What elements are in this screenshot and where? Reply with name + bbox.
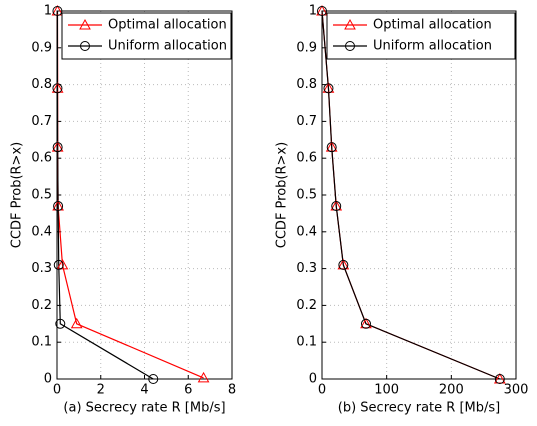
marker bbox=[52, 142, 63, 153]
y-tick-label: 1 bbox=[44, 4, 52, 19]
y-tick-label: 0.8 bbox=[31, 77, 52, 92]
legend-label: Optimal allocation bbox=[108, 18, 227, 33]
marker bbox=[56, 258, 69, 270]
marker bbox=[52, 83, 63, 94]
chart: 0 0.1 0.2 0.3 0.4 0.5 0.6 0.7 0.8 0.9 1 0 2 4 6 8(a) Se… bbox=[10, 4, 237, 416]
legend-box bbox=[61, 12, 232, 60]
y-tick-label: 0.9 bbox=[296, 40, 317, 55]
legend-label: Uniform allocation bbox=[108, 39, 227, 54]
legend-label: Optimal allocation bbox=[373, 18, 492, 33]
y-tick-label: 0.5 bbox=[31, 188, 52, 203]
x-tick-label: 8 bbox=[228, 383, 236, 398]
y-tick-label: 0.1 bbox=[31, 335, 52, 350]
y-tick-label: 0.5 bbox=[296, 188, 317, 203]
legend-marker bbox=[345, 41, 355, 51]
line bbox=[56, 11, 154, 380]
y-tick-label: 0.3 bbox=[31, 261, 52, 276]
marker bbox=[317, 6, 327, 16]
line bbox=[321, 10, 501, 380]
marker bbox=[494, 374, 505, 384]
y-tick-label: 0.6 bbox=[296, 151, 317, 166]
y-tick-label: 0 bbox=[44, 372, 52, 387]
y-tick-label: 0.4 bbox=[31, 224, 52, 239]
marker bbox=[148, 374, 159, 384]
plot-frame bbox=[56, 10, 233, 380]
y-tick-label: 0.8 bbox=[296, 77, 317, 92]
legend-marker bbox=[79, 18, 91, 30]
marker bbox=[52, 6, 63, 16]
y-tick-label: 0.7 bbox=[31, 114, 52, 129]
legend: Optimal allocation Uniform allocation bbox=[61, 12, 232, 60]
x-tick-label: 6 bbox=[184, 383, 192, 398]
marker bbox=[53, 259, 64, 270]
legend-box bbox=[326, 12, 516, 60]
marker bbox=[323, 83, 334, 94]
y-tick-label: 0.6 bbox=[31, 151, 52, 166]
marker bbox=[360, 318, 371, 329]
marker bbox=[331, 201, 342, 212]
legend-marker bbox=[80, 41, 90, 51]
y-tick-label: 0 bbox=[309, 372, 317, 387]
y-tick-label: 0.4 bbox=[296, 224, 317, 239]
x-axis-label: (a) Secrecy rate R [Mb/s] bbox=[63, 401, 225, 416]
marker bbox=[338, 259, 349, 270]
x-tick-label: 4 bbox=[140, 383, 148, 398]
y-axis-label: CCDF Prob(R>x) bbox=[10, 142, 25, 248]
x-tick-label: 200 bbox=[439, 383, 464, 398]
y-tick-label: 0.1 bbox=[296, 335, 317, 350]
legend-marker bbox=[344, 18, 356, 30]
marker bbox=[326, 142, 337, 153]
x-tick-label: 0 bbox=[318, 383, 326, 398]
x-axis-label: (b) Secrecy rate R [Mb/s] bbox=[338, 401, 500, 416]
y-tick-label: 1 bbox=[309, 4, 317, 19]
marker bbox=[70, 317, 83, 329]
x-tick-label: 2 bbox=[97, 383, 105, 398]
y-tick-label: 0.9 bbox=[31, 40, 52, 55]
marker bbox=[53, 201, 64, 212]
y-axis-label: CCDF Prob(R>x) bbox=[275, 142, 290, 248]
y-tick-label: 0.3 bbox=[296, 261, 317, 276]
y-tick-label: 0.2 bbox=[296, 298, 317, 313]
y-tick-label: 0.7 bbox=[296, 114, 317, 129]
legend-label: Uniform allocation bbox=[373, 39, 492, 54]
x-tick-label: 0 bbox=[53, 383, 61, 398]
marker bbox=[55, 318, 66, 329]
chart: 0 0.1 0.2 0.3 0.4 0.5 0.6 0.7 0.8 0.9 1 0 100 200 300 (… bbox=[275, 4, 529, 416]
legend: Optimal allocation Uniform allocation bbox=[326, 12, 516, 60]
x-tick-label: 300 bbox=[504, 383, 529, 398]
y-tick-label: 0.2 bbox=[31, 298, 52, 313]
x-tick-label: 100 bbox=[374, 383, 399, 398]
plot-frame bbox=[321, 10, 517, 380]
marker bbox=[197, 371, 210, 383]
